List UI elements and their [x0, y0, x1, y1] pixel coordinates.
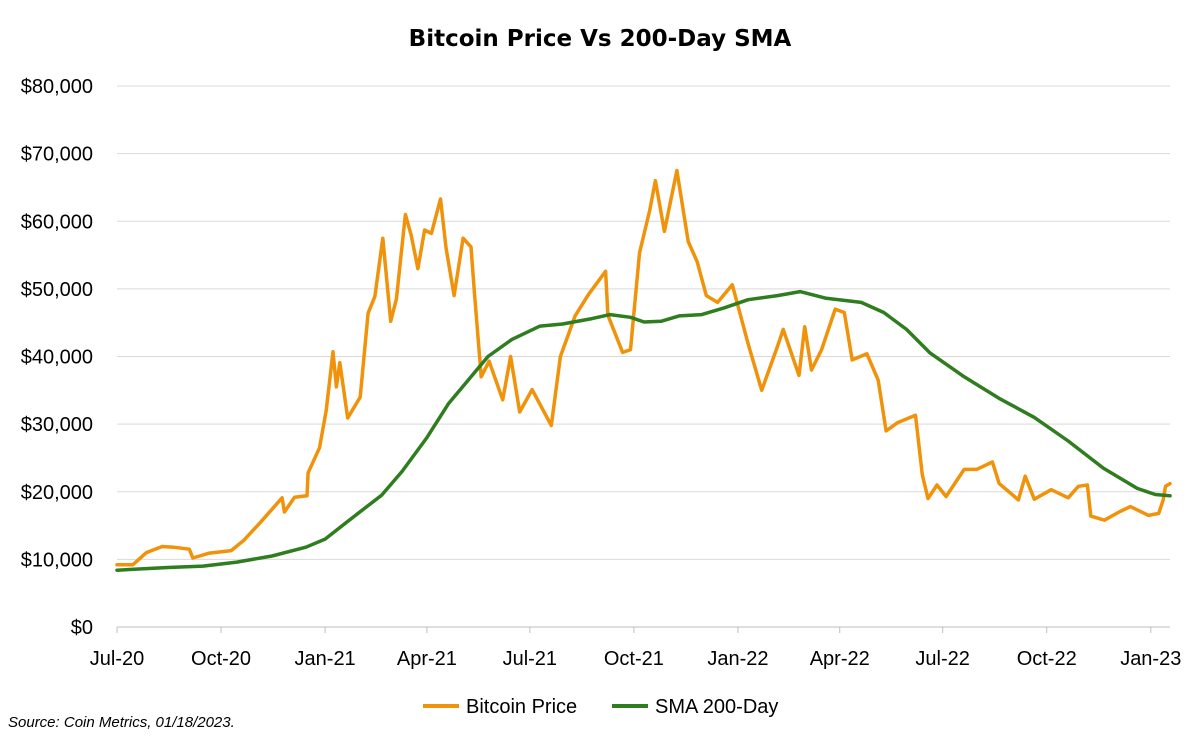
legend-label-sma-200-day: SMA 200-Day — [655, 696, 778, 718]
legend-label-bitcoin-price: Bitcoin Price — [466, 696, 577, 718]
y-axis: $0 $10,000 $20,000 $30,000 $40,000 $50,000 $60… — [21, 76, 93, 639]
x-tick-label: Oct-21 — [604, 648, 664, 670]
legend: Bitcoin Price SMA 200-Day — [423, 696, 778, 718]
gridlines — [117, 85, 1170, 560]
x-tick-label: Jul-20 — [90, 648, 144, 670]
x-tick-label: Jan-23 — [1120, 648, 1181, 670]
x-axis: Jul-20 Oct-20 Jan-21 Apr-21 Jul-21 Oct-21 Jan-… — [90, 626, 1181, 670]
series-line-sma-200-day — [115, 289, 1172, 572]
y-tick-label: $40,000 — [21, 347, 93, 369]
source-note: Source: Coin Metrics, 01/18/2023. — [8, 714, 235, 731]
y-tick-label: $50,000 — [21, 279, 93, 301]
y-tick-label: $70,000 — [21, 144, 93, 166]
y-tick-label: $20,000 — [21, 482, 93, 504]
x-tick-label: Oct-22 — [1017, 648, 1077, 670]
x-tick-label: Jan-21 — [295, 648, 356, 670]
series-lines — [115, 168, 1172, 572]
x-tick-label: Jan-22 — [707, 648, 768, 670]
x-tick-label: Jul-22 — [915, 648, 969, 670]
y-tick-label: $30,000 — [21, 414, 93, 436]
chart-title: Bitcoin Price Vs 200-Day SMA — [408, 26, 792, 52]
x-tick-label: Oct-20 — [191, 648, 251, 670]
x-tick-label: Apr-22 — [810, 648, 870, 670]
y-tick-label: $60,000 — [21, 211, 93, 233]
y-tick-label: $10,000 — [21, 549, 93, 571]
x-tick-label: Jul-21 — [503, 648, 557, 670]
x-tick-label: Apr-21 — [397, 648, 457, 670]
series-line-bitcoin-price — [115, 168, 1172, 567]
y-tick-label: $0 — [71, 617, 93, 639]
y-tick-label: $80,000 — [21, 76, 93, 98]
